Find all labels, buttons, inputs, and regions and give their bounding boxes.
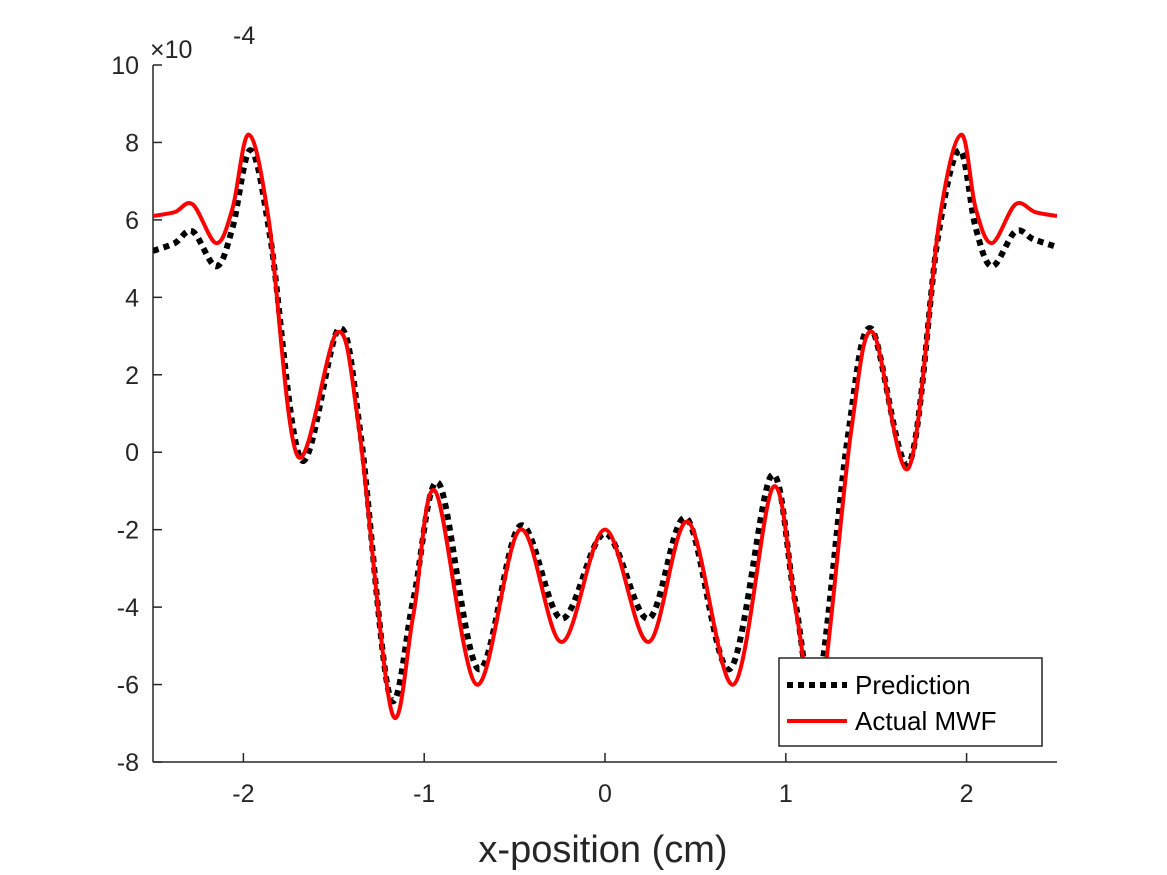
x-tick-label: 2: [960, 780, 974, 808]
legend: Prediction Actual MWF: [778, 657, 1043, 747]
x-tick-label: 0: [598, 780, 612, 808]
y-tick-label: -6: [117, 672, 139, 700]
legend-label: Actual MWF: [855, 706, 997, 736]
legend-label: Prediction: [855, 670, 971, 700]
y-tick-label: 8: [125, 129, 139, 157]
y-tick-label: 0: [125, 439, 139, 467]
y-tick-label: -4: [117, 594, 139, 622]
series-line-actual-mwf: [153, 132, 1057, 720]
y-exponent-multiplier: ×10: [150, 36, 192, 64]
y-tick-label: 4: [125, 284, 139, 312]
series-layer: [153, 132, 1057, 720]
legend-box: [778, 657, 1043, 747]
ticks-layer: -2 -1 0 1 2 -8 -6 -4 -2 0 2 4 6 8 10: [111, 52, 973, 808]
y-exponent-power: -4: [233, 22, 255, 50]
y-tick-label: 2: [125, 362, 139, 390]
y-tick-label: 6: [125, 207, 139, 235]
x-tick-label: -1: [413, 780, 435, 808]
y-tick-label: -2: [117, 517, 139, 545]
y-tick-label: 10: [111, 52, 139, 80]
x-axis-title: x-position (cm): [478, 829, 727, 871]
y-exponent-label: ×10 -4: [150, 22, 255, 64]
y-tick-label: -8: [117, 749, 139, 777]
x-tick-label: -2: [232, 780, 254, 808]
x-tick-label: 1: [779, 780, 793, 808]
